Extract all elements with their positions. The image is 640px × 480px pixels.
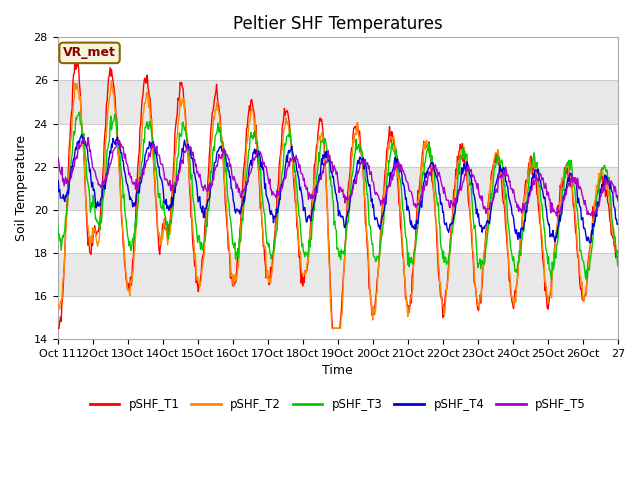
- Bar: [58, 167, 618, 210]
- Text: VR_met: VR_met: [63, 47, 116, 60]
- Legend: pSHF_T1, pSHF_T2, pSHF_T3, pSHF_T4, pSHF_T5: pSHF_T1, pSHF_T2, pSHF_T3, pSHF_T4, pSHF…: [85, 393, 591, 416]
- Bar: [58, 210, 618, 253]
- Bar: [58, 81, 618, 123]
- Bar: [58, 37, 618, 81]
- Bar: [58, 296, 618, 339]
- Y-axis label: Soil Temperature: Soil Temperature: [15, 135, 28, 241]
- Bar: [58, 123, 618, 167]
- X-axis label: Time: Time: [323, 364, 353, 377]
- Title: Peltier SHF Temperatures: Peltier SHF Temperatures: [233, 15, 443, 33]
- Bar: [58, 253, 618, 296]
